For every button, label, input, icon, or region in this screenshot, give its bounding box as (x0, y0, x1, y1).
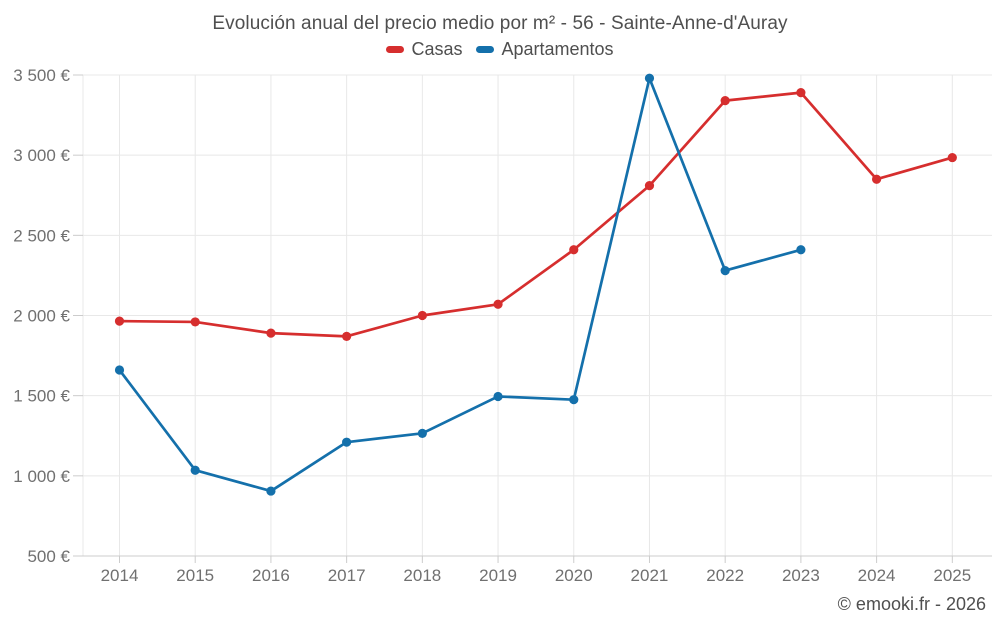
y-axis-tick-label: 2 000 € (13, 307, 70, 326)
data-point-casas-2020[interactable] (569, 245, 579, 255)
copyright-credit: © emooki.fr - 2026 (837, 594, 986, 614)
y-axis-tick-label: 1 500 € (13, 387, 70, 406)
data-point-casas-2023[interactable] (796, 88, 806, 98)
data-point-apartamentos-2021[interactable] (644, 73, 655, 83)
legend-item-casas[interactable]: Casas (386, 39, 462, 60)
x-axis-tick-label: 2014 (101, 566, 139, 585)
data-point-apartamentos-2022[interactable] (720, 266, 730, 276)
data-point-apartamentos-2016[interactable] (266, 486, 276, 496)
legend-label-apartamentos: Apartamentos (501, 38, 614, 59)
apartamentos-series-swatch-icon (476, 45, 495, 53)
data-point-casas-2022[interactable] (720, 96, 730, 106)
y-axis-tick-label: 2 500 € (13, 226, 70, 245)
x-axis-tick-label: 2023 (782, 566, 820, 585)
y-axis-tick-label: 3 500 € (13, 66, 70, 85)
y-axis-tick-label: 500 € (27, 547, 70, 566)
data-point-casas-2018[interactable] (417, 310, 427, 321)
x-axis-tick-label: 2020 (555, 566, 593, 585)
data-point-casas-2017[interactable] (342, 331, 352, 341)
data-point-casas-2021[interactable] (644, 181, 655, 191)
x-axis-tick-label: 2025 (933, 566, 971, 585)
data-point-casas-2019[interactable] (493, 299, 503, 309)
data-point-casas-2016[interactable] (266, 328, 276, 338)
data-point-apartamentos-2015[interactable] (190, 465, 200, 475)
data-point-apartamentos-2023[interactable] (796, 245, 806, 255)
x-axis-tick-label: 2022 (706, 566, 744, 585)
data-point-apartamentos-2017[interactable] (342, 437, 352, 447)
y-axis-tick-label: 3 000 € (13, 146, 70, 165)
legend-item-apartamentos[interactable]: Apartamentos (476, 38, 614, 60)
data-point-casas-2015[interactable] (190, 317, 200, 327)
data-point-casas-2014[interactable] (114, 316, 125, 326)
x-axis-tick-label: 2019 (479, 566, 517, 585)
legend: Casas Apartamentos (0, 38, 1000, 60)
data-point-apartamentos-2020[interactable] (569, 395, 579, 405)
data-point-apartamentos-2019[interactable] (493, 391, 503, 402)
x-axis-tick-label: 2015 (176, 566, 214, 585)
y-axis-tick-label: 1 000 € (13, 467, 70, 486)
x-axis-tick-label: 2021 (631, 566, 669, 585)
data-point-casas-2024[interactable] (872, 174, 882, 184)
x-axis-tick-label: 2018 (403, 566, 441, 585)
data-point-casas-2025[interactable] (947, 152, 957, 163)
data-point-apartamentos-2018[interactable] (417, 428, 427, 438)
x-axis-tick-label: 2016 (252, 566, 290, 585)
x-axis-tick-label: 2024 (858, 566, 896, 585)
series-line-casas (118, 91, 954, 338)
casas-series-swatch-icon (386, 45, 405, 53)
chart-title: Evolución anual del precio medio por m² … (212, 13, 788, 34)
x-axis-tick-label: 2017 (328, 566, 366, 585)
data-point-apartamentos-2014[interactable] (114, 365, 125, 375)
series-line-apartamentos (118, 76, 803, 493)
legend-label-casas: Casas (411, 38, 463, 59)
